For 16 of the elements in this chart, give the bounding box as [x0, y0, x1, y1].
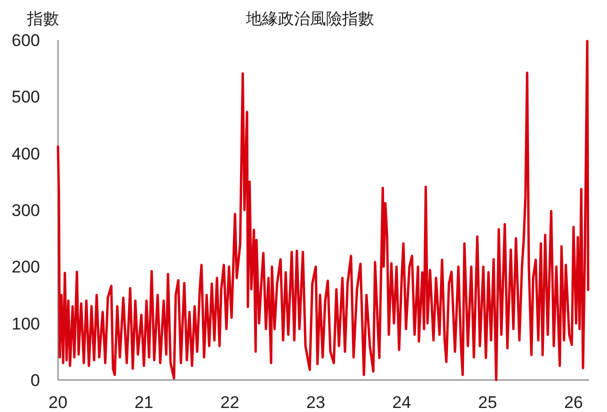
- y-tick-label: 600: [12, 31, 40, 50]
- y-tick-label: 300: [12, 201, 40, 220]
- y-tick-label: 400: [12, 144, 40, 164]
- x-tick-label: 25: [478, 393, 498, 412]
- y-tick-label: 200: [12, 258, 40, 277]
- x-tick-label: 22: [220, 393, 240, 412]
- y-tick-label: 0: [30, 371, 40, 390]
- x-tick-label: 20: [48, 393, 68, 412]
- chart-title: 地緣政治風險指數: [245, 10, 374, 28]
- x-tick-label: 23: [306, 393, 326, 412]
- x-tick-label: 24: [392, 393, 412, 412]
- y-tick-label: 100: [12, 314, 40, 334]
- y-axis-title: 指數: [26, 10, 59, 28]
- y-tick-label: 500: [12, 88, 40, 107]
- x-tick-label: 26: [564, 393, 583, 412]
- x-tick-label: 21: [134, 393, 154, 412]
